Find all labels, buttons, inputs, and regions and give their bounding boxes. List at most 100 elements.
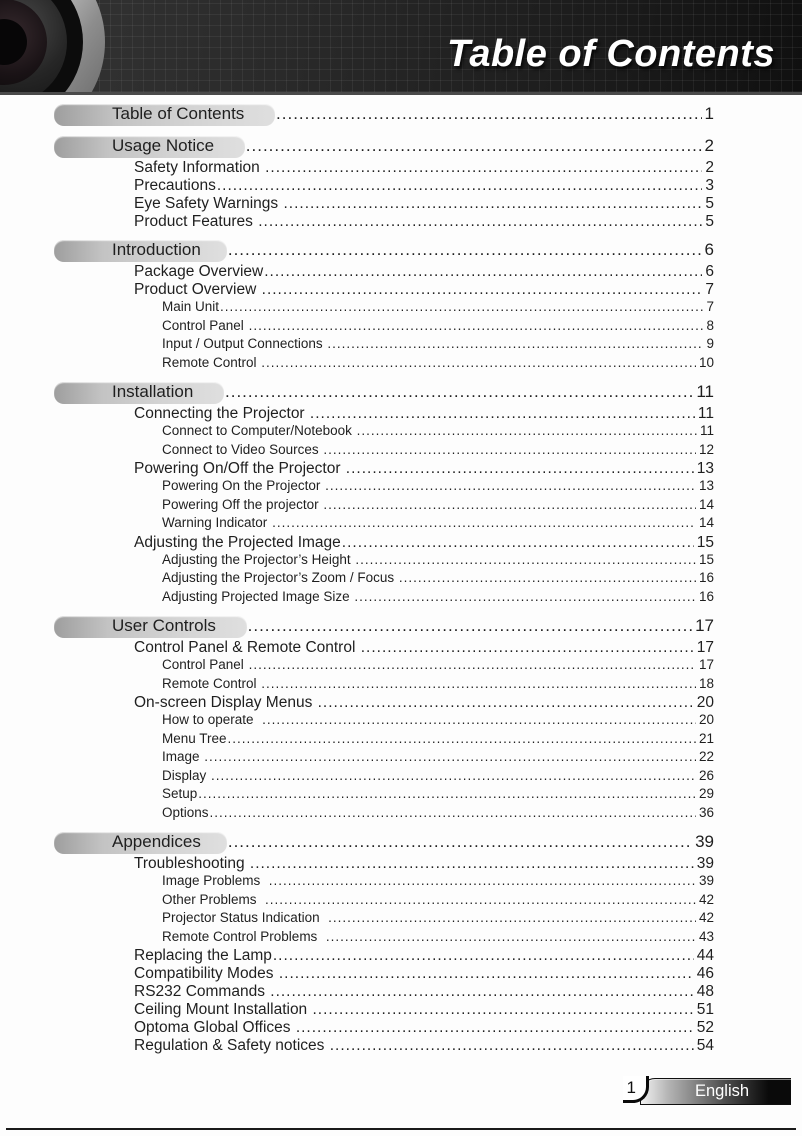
toc-entry-label: Adjusting the Projector’s Height [162, 551, 355, 567]
toc-entry-label: Display [162, 767, 211, 783]
section-pill: Appendices [54, 832, 227, 854]
toc-page-number: 52 [696, 1019, 714, 1036]
toc-entry: Options.................................… [0, 805, 802, 824]
toc-entry-label: Main Unit [162, 299, 220, 314]
toc-dot-leader: ........................................… [198, 786, 696, 801]
toc-page-number: 48 [696, 983, 714, 1000]
toc-entry: Projector Status Indication ............… [0, 910, 802, 929]
toc-entry: Connect to Computer/Notebook ...........… [0, 423, 802, 442]
toc-entry: Product Overview .......................… [0, 281, 802, 299]
toc-page-number: 17 [696, 639, 714, 656]
toc-entry: User Controls ..........................… [0, 616, 802, 639]
toc-entry-label: Product Features [134, 213, 258, 230]
toc-page-number: 42 [698, 910, 714, 925]
toc-entry: Remote Control Problems ................… [0, 929, 802, 948]
toc-page-number: 8 [706, 317, 714, 333]
toc-entry-label: Table of Contents [112, 104, 250, 123]
toc-entry: Main Unit...............................… [0, 299, 802, 318]
toc-page-number: 1 [704, 104, 714, 123]
toc-dot-leader: ........................................… [265, 159, 702, 176]
section-pill: Installation [54, 382, 224, 404]
section-pill: Introduction [54, 240, 227, 262]
toc-entry: Adjusting the Projected Image...........… [0, 534, 802, 552]
toc-entry: Product Features .......................… [0, 213, 802, 231]
toc-dot-leader: ........................................… [209, 804, 696, 820]
toc-entry: Optoma Global Offices ..................… [0, 1019, 802, 1037]
toc-dot-leader: ........................................… [325, 478, 696, 493]
section-pill: User Controls [54, 616, 247, 638]
toc-entry: Regulation & Safety notices ............… [0, 1037, 802, 1055]
toc-list: Table of Contents ......................… [0, 104, 802, 1055]
toc-page-number: 7 [705, 281, 714, 298]
toc-entry-label: Connect to Video Sources [162, 441, 323, 457]
toc-entry-label: Powering On/Off the Projector [134, 460, 345, 477]
toc-dot-leader: ........................................… [272, 947, 694, 964]
toc-entry: Connecting the Projector ...............… [0, 405, 802, 423]
bottom-rule [6, 1128, 796, 1130]
toc-page-number: 26 [698, 767, 714, 783]
toc-entry-label: Adjusting the Projector’s Zoom / Focus [162, 570, 398, 585]
toc-entry-label: Remote Control [162, 354, 261, 370]
toc-dot-leader: ........................................… [270, 983, 694, 1000]
toc-entry-label: RS232 Commands [134, 983, 270, 1000]
toc-entry: Safety Information .....................… [0, 159, 802, 177]
toc-entry: Menu Tree...............................… [0, 731, 802, 750]
toc-entry-label: Safety Information [134, 159, 265, 176]
toc-dot-leader: ........................................… [276, 104, 702, 123]
toc-entry-label: Compatibility Modes [134, 965, 278, 982]
toc-dot-leader: ........................................… [227, 832, 692, 851]
toc-page-number: 3 [705, 177, 714, 194]
toc-dot-leader: ........................................… [327, 336, 703, 351]
toc-entry-label: Warning Indicator [162, 515, 272, 530]
toc-entry: Ceiling Mount Installation .............… [0, 1001, 802, 1019]
toc-dot-leader: ........................................… [261, 354, 696, 370]
toc-page-number: 20 [698, 712, 714, 727]
toc-page-number: 13 [696, 460, 714, 477]
toc-dot-leader: ........................................… [323, 441, 696, 457]
toc-entry-label: Control Panel & Remote Control [134, 639, 360, 656]
toc-entry-label: Package Overview [134, 263, 264, 280]
toc-entry-label: Usage Notice [112, 136, 219, 155]
toc-entry-label: Introduction [112, 240, 201, 259]
toc-entry: Control Panel ..........................… [0, 318, 802, 337]
toc-dot-leader: ........................................… [323, 496, 696, 512]
toc-entry: Image Problems .........................… [0, 873, 802, 892]
toc-entry: Warning Indicator ......................… [0, 515, 802, 534]
toc-page-number: 10 [698, 354, 714, 370]
toc-entry: Installation ...........................… [0, 382, 802, 405]
toc-page-number: 36 [698, 804, 714, 820]
toc-dot-leader: ........................................… [248, 317, 704, 333]
toc-page-number: 42 [698, 891, 714, 907]
toc-entry: RS232 Commands .........................… [0, 983, 802, 1001]
toc-entry: Image ..................................… [0, 749, 802, 768]
toc-entry: Adjusting the Projector’s Zoom / Focus .… [0, 570, 802, 589]
toc-entry: Introduction............................… [0, 240, 802, 263]
toc-dot-leader: ........................................… [325, 928, 696, 944]
toc-entry-label: Projector Status Indication [162, 910, 328, 925]
toc-entry: Control Panel ..........................… [0, 657, 802, 676]
toc-dot-leader: ........................................… [317, 694, 694, 711]
toc-page-number: 46 [696, 965, 714, 982]
toc-entry: On-screen Display Menus ................… [0, 694, 802, 712]
toc-entry-label: Remote Control [162, 675, 261, 691]
toc-entry-label: Troubleshooting [134, 855, 249, 872]
toc-page-number: 11 [697, 405, 714, 422]
toc-dot-leader: ........................................… [261, 675, 696, 691]
toc-dot-leader: ........................................… [265, 891, 696, 907]
toc-page-number: 44 [696, 947, 714, 964]
toc-page-number: 17 [695, 616, 714, 635]
toc-page-number: 14 [698, 515, 714, 530]
toc-dot-leader: ........................................… [227, 240, 702, 259]
toc-entry-label: Powering Off the projector [162, 496, 323, 512]
toc-page-number: 5 [705, 195, 714, 212]
toc-entry-label: Appendices [112, 832, 201, 851]
toc-entry: How to operate .........................… [0, 712, 802, 731]
toc-entry: Powering On the Projector ..............… [0, 478, 802, 497]
toc-entry: Eye Safety Warnings ....................… [0, 195, 802, 213]
toc-entry-label: User Controls [112, 616, 221, 635]
toc-entry: Troubleshooting ........................… [0, 855, 802, 873]
toc-entry-label: Connect to Computer/Notebook [162, 423, 356, 438]
toc-page-number: 5 [705, 213, 714, 230]
page-title: Table of Contents [447, 33, 775, 75]
